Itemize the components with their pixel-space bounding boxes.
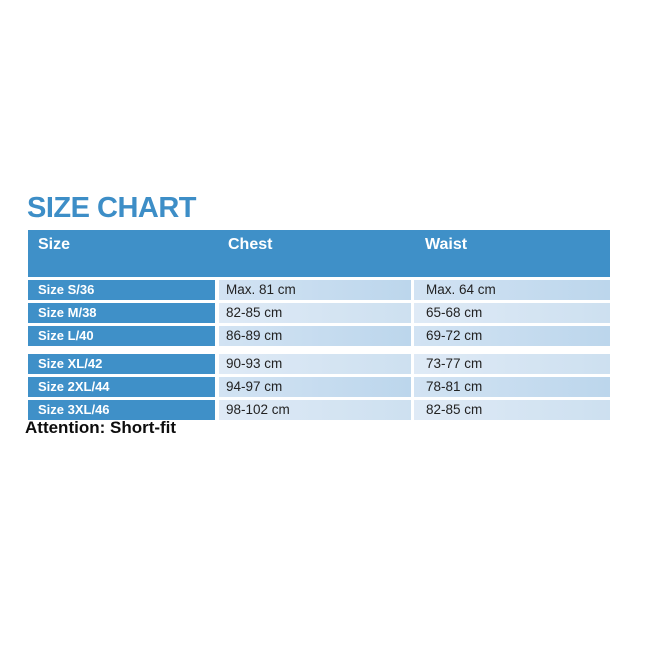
column-header-chest: Chest — [228, 236, 273, 253]
page-title: SIZE CHART — [27, 192, 197, 224]
table-row: Size L/40 86-89 cm 69-72 cm — [28, 326, 610, 346]
column-header-size: Size — [38, 236, 71, 253]
table-row: Size M/38 82-85 cm 65-68 cm — [28, 303, 610, 323]
waist-cell: 65-68 cm — [414, 303, 610, 323]
size-chart-table: Size Chest Waist Size S/36 Max. 81 cm Max.… — [28, 230, 610, 420]
table-header-row: Size Chest Waist — [28, 230, 610, 277]
chest-cell: 94-97 cm — [219, 377, 411, 397]
size-cell: Size 3XL/46 — [28, 400, 215, 420]
waist-cell: Max. 64 cm — [414, 280, 610, 300]
chest-cell: 82-85 cm — [219, 303, 411, 323]
chest-cell: 98-102 cm — [219, 400, 411, 420]
size-cell: Size S/36 — [28, 280, 215, 300]
table-row: Size XL/42 90-93 cm 73-77 cm — [28, 354, 610, 374]
chest-cell: Max. 81 cm — [219, 280, 411, 300]
table-row: Size S/36 Max. 81 cm Max. 64 cm — [28, 280, 610, 300]
table-row: Size 2XL/44 94-97 cm 78-81 cm — [28, 377, 610, 397]
size-cell: Size M/38 — [28, 303, 215, 323]
waist-cell: 78-81 cm — [414, 377, 610, 397]
waist-cell: 69-72 cm — [414, 326, 610, 346]
size-cell: Size XL/42 — [28, 354, 215, 374]
size-cell: Size L/40 — [28, 326, 215, 346]
table-row: Size 3XL/46 98-102 cm 82-85 cm — [28, 400, 610, 420]
size-cell: Size 2XL/44 — [28, 377, 215, 397]
column-header-waist: Waist — [425, 236, 468, 253]
chest-cell: 86-89 cm — [219, 326, 411, 346]
attention-note: Attention: Short-fit — [25, 418, 177, 437]
waist-cell: 82-85 cm — [414, 400, 610, 420]
table-body: Size S/36 Max. 81 cm Max. 64 cm Size M/38 82… — [28, 280, 610, 420]
waist-cell: 73-77 cm — [414, 354, 610, 374]
chest-cell: 90-93 cm — [219, 354, 411, 374]
